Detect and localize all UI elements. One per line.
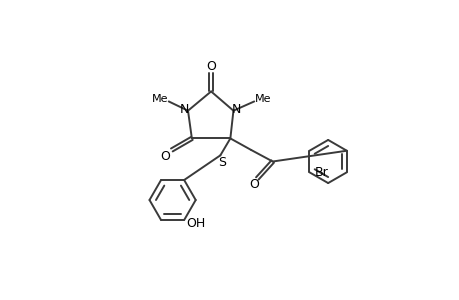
Text: OH: OH [186,218,205,230]
Text: N: N [180,103,189,116]
Text: O: O [160,150,170,163]
Text: Br: Br [314,166,328,179]
Text: O: O [249,178,258,191]
Text: S: S [218,156,225,169]
Text: Me: Me [152,94,168,104]
Text: O: O [206,60,216,73]
Text: N: N [231,103,241,116]
Text: Me: Me [254,94,270,104]
